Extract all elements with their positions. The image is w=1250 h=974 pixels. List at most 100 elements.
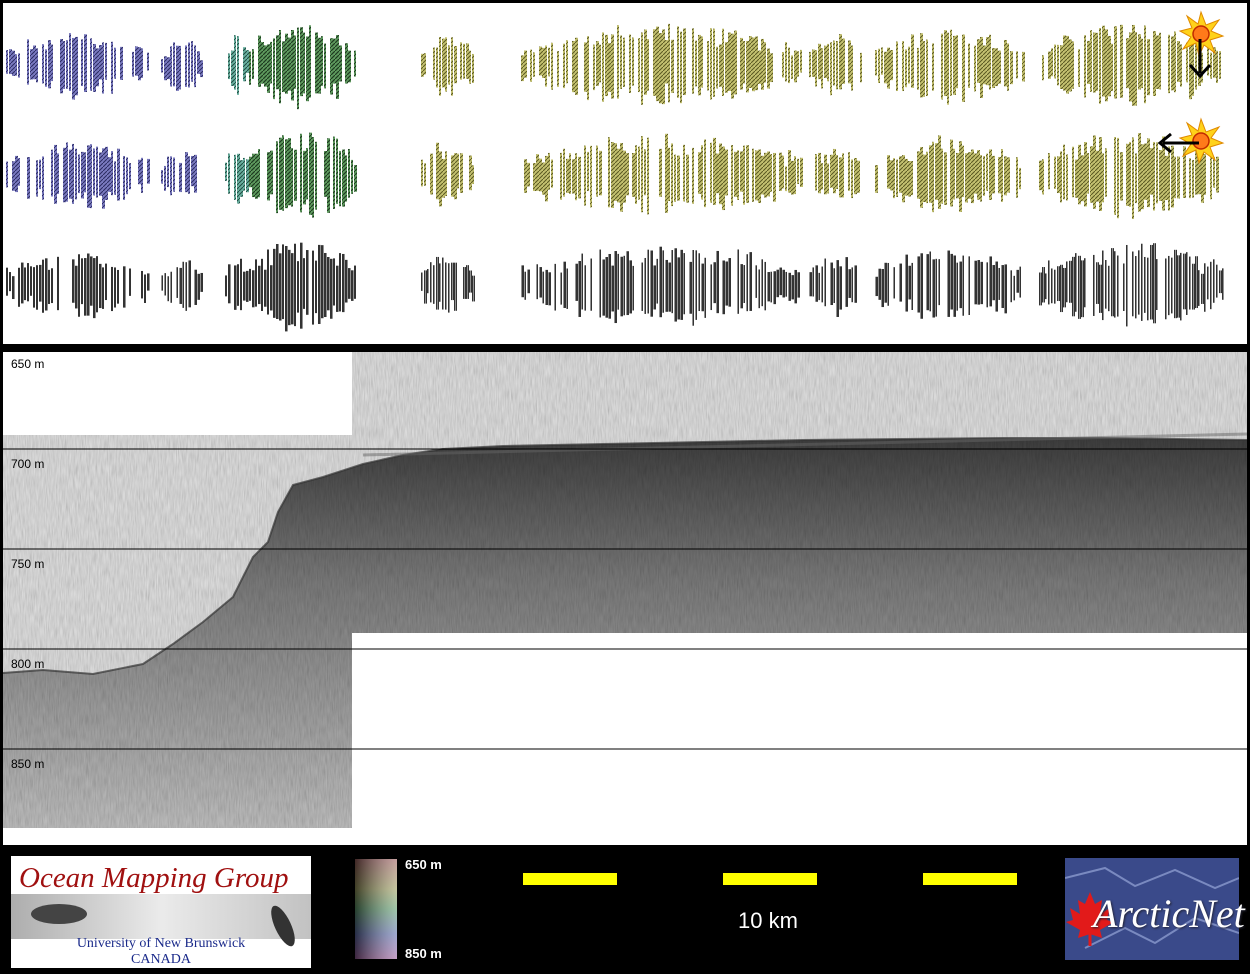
swath-strip: [791, 55, 793, 79]
swath-strip: [968, 152, 971, 199]
swath-strip: [188, 260, 191, 308]
swath-strip: [929, 251, 931, 312]
swath-strip: [839, 266, 842, 310]
swath-strip: [599, 249, 601, 318]
swath-strip: [1183, 253, 1186, 310]
swath-strip: [288, 249, 291, 326]
swath-strip: [87, 145, 90, 208]
swath-strip: [291, 29, 294, 101]
swath-strip: [788, 149, 791, 193]
swath-strip: [521, 55, 524, 82]
swath-strip: [285, 33, 288, 94]
profile-image: [3, 352, 1247, 828]
swath-strip: [9, 49, 12, 75]
swath-strip: [665, 259, 668, 312]
swath-strip: [1001, 149, 1003, 202]
swath-strip: [1168, 34, 1170, 94]
swath-strip: [1084, 142, 1087, 207]
swath-strip: [1004, 156, 1007, 196]
swath-strip: [123, 266, 126, 308]
swath-strip: [659, 148, 662, 197]
swath-strip: [294, 243, 296, 327]
swath-strip: [926, 39, 928, 97]
swath-strip: [1042, 159, 1044, 195]
swath-strip: [1129, 141, 1131, 207]
depth-grid: [3, 448, 1247, 750]
swath-strip: [1153, 31, 1156, 96]
swath-strip: [1204, 153, 1206, 195]
swath-strip: [821, 48, 823, 89]
swath-strip: [1189, 158, 1191, 199]
swath-strip: [902, 41, 904, 92]
swath-strip: [1078, 144, 1081, 205]
maple-leaf-icon: [1066, 892, 1114, 946]
swath-strip: [713, 262, 716, 304]
swath-strip: [788, 272, 791, 301]
swath-strip: [776, 269, 779, 298]
swath-strip: [255, 259, 257, 307]
swath-strip: [710, 264, 712, 311]
swath-strip: [899, 263, 902, 302]
arrow-left-icon: [1157, 132, 1199, 154]
swath-strip: [267, 152, 270, 201]
swath-strip: [324, 252, 327, 318]
swath-strip: [800, 157, 803, 187]
swath-strip: [668, 262, 671, 312]
swath-strip: [926, 254, 929, 311]
swath-strip: [330, 258, 333, 319]
swath-strip: [992, 265, 995, 301]
swath-strip: [439, 151, 442, 207]
swath-strip: [1213, 156, 1215, 188]
swath-strip: [309, 132, 312, 215]
swath-strip: [950, 139, 953, 207]
swath-strip: [6, 50, 8, 74]
swath-strip: [608, 43, 611, 92]
swath-strip: [962, 145, 964, 198]
swath-strip: [1111, 43, 1113, 92]
swath-strip: [1135, 256, 1137, 319]
swath-strip: [182, 261, 184, 308]
colorbar-bottom-label: 850 m: [405, 946, 442, 961]
swath-strip: [983, 45, 986, 85]
swath-strip: [989, 256, 992, 307]
swath-strip: [12, 50, 15, 76]
swath-strip: [252, 153, 255, 198]
swath-strip: [1090, 146, 1093, 203]
swath-strip: [1093, 254, 1095, 316]
swath-strip: [27, 39, 29, 85]
swath-strip: [896, 41, 898, 92]
swath-strip: [185, 262, 187, 311]
swath-strip: [339, 150, 341, 207]
swath-strip: [1007, 43, 1009, 91]
swath-strip: [270, 265, 273, 311]
swath-strip: [1010, 51, 1013, 85]
swath-strip: [1198, 270, 1200, 306]
swath-strip: [998, 50, 1001, 84]
swath-strip: [788, 47, 790, 84]
swath-strip: [698, 34, 701, 96]
swath-strip: [671, 250, 673, 314]
swath-strip: [659, 33, 662, 104]
swath-strip: [249, 51, 251, 85]
swath-strip: [421, 159, 423, 187]
swath-strip: [701, 36, 703, 88]
swath-strip: [920, 33, 923, 98]
swath-strip: [90, 144, 92, 209]
swath-strip: [330, 38, 333, 95]
scale-segment: [723, 873, 817, 885]
swath-strip: [551, 42, 553, 90]
swath-strip: [1108, 35, 1111, 97]
swath-strip: [1183, 146, 1186, 198]
swath-strip: [75, 36, 78, 96]
swath-strip: [439, 263, 441, 302]
swath-strip: [99, 263, 102, 309]
swath-strip: [533, 163, 536, 192]
swath-strip: [279, 137, 282, 210]
swath-strip: [237, 264, 239, 306]
swath-strip: [1069, 39, 1072, 92]
swath-strip: [90, 256, 93, 306]
depth-label-650: 650 m: [11, 357, 45, 371]
swath-strip: [728, 258, 731, 307]
swath-strip: [566, 40, 568, 84]
swath-strip: [1159, 32, 1161, 90]
